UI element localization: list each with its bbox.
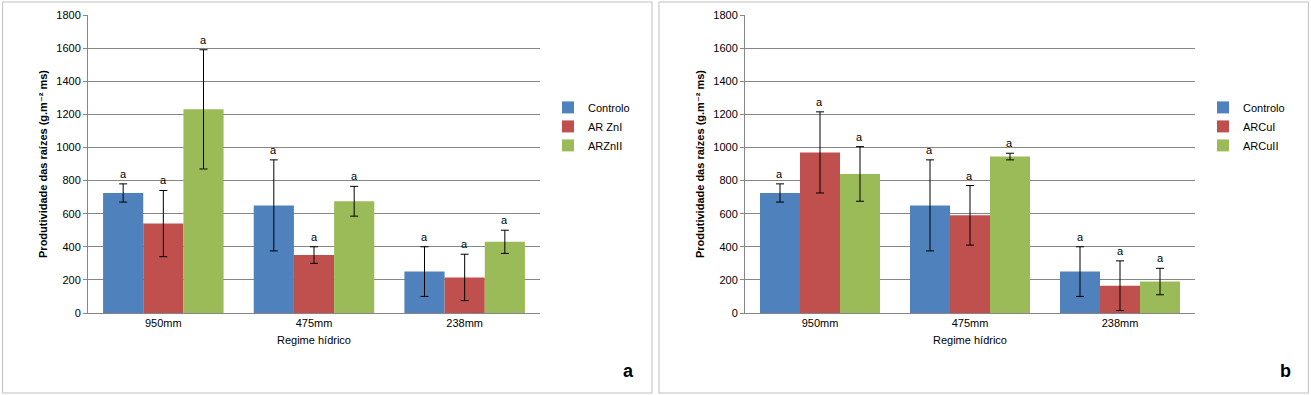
svg-text:a: a: [120, 168, 127, 180]
svg-text:a: a: [1077, 231, 1084, 243]
svg-text:238mm: 238mm: [446, 317, 483, 329]
svg-text:Regime hídrico: Regime hídrico: [277, 334, 351, 346]
svg-text:200: 200: [62, 274, 80, 286]
svg-text:1600: 1600: [56, 42, 80, 54]
svg-text:475mm: 475mm: [296, 317, 333, 329]
svg-text:1000: 1000: [713, 141, 737, 153]
svg-text:800: 800: [62, 174, 80, 186]
svg-text:a: a: [421, 231, 428, 243]
svg-text:ARCuII: ARCuII: [1243, 140, 1278, 152]
svg-text:Controlo: Controlo: [588, 102, 630, 114]
svg-text:ARZnII: ARZnII: [588, 140, 622, 152]
svg-text:a: a: [200, 34, 207, 46]
svg-text:a: a: [311, 231, 318, 243]
svg-text:a: a: [776, 168, 783, 180]
svg-text:475mm: 475mm: [952, 317, 989, 329]
svg-text:b: b: [1280, 361, 1291, 381]
svg-text:200: 200: [719, 274, 737, 286]
svg-text:0: 0: [75, 307, 81, 319]
svg-text:1600: 1600: [713, 42, 737, 54]
svg-text:Regime hídrico: Regime hídrico: [933, 334, 1007, 346]
svg-text:1800: 1800: [56, 9, 80, 21]
svg-text:600: 600: [62, 208, 80, 220]
svg-text:a: a: [856, 131, 863, 143]
svg-text:238mm: 238mm: [1102, 317, 1139, 329]
svg-text:600: 600: [719, 208, 737, 220]
svg-text:Produtividade das raízes (g.m⁻: Produtividade das raízes (g.m⁻² ms): [694, 70, 706, 258]
svg-text:1200: 1200: [713, 108, 737, 120]
svg-text:a: a: [351, 170, 358, 182]
svg-text:a: a: [1157, 252, 1164, 264]
svg-text:a: a: [160, 174, 167, 186]
svg-text:0: 0: [732, 307, 738, 319]
svg-text:Controlo: Controlo: [1243, 102, 1285, 114]
svg-text:a: a: [270, 144, 277, 156]
svg-text:a: a: [461, 238, 468, 250]
svg-text:1800: 1800: [713, 9, 737, 21]
svg-text:800: 800: [719, 174, 737, 186]
svg-text:a: a: [926, 144, 933, 156]
svg-text:1400: 1400: [713, 75, 737, 87]
svg-text:a: a: [501, 214, 508, 226]
svg-text:1400: 1400: [56, 75, 80, 87]
svg-text:a: a: [1006, 137, 1013, 149]
svg-text:Produtividade das raízes (g.m⁻: Produtividade das raízes (g.m⁻² ms): [37, 70, 49, 258]
svg-text:400: 400: [719, 241, 737, 253]
svg-text:a: a: [816, 96, 823, 108]
svg-text:a: a: [1117, 245, 1124, 257]
svg-text:950mm: 950mm: [802, 317, 839, 329]
svg-text:1200: 1200: [56, 108, 80, 120]
svg-text:400: 400: [62, 241, 80, 253]
svg-text:a: a: [623, 361, 634, 381]
svg-text:1000: 1000: [56, 141, 80, 153]
svg-text:ARCuI: ARCuI: [1243, 121, 1275, 133]
svg-text:a: a: [966, 170, 973, 182]
svg-text:AR ZnI: AR ZnI: [588, 121, 622, 133]
svg-text:950mm: 950mm: [145, 317, 182, 329]
